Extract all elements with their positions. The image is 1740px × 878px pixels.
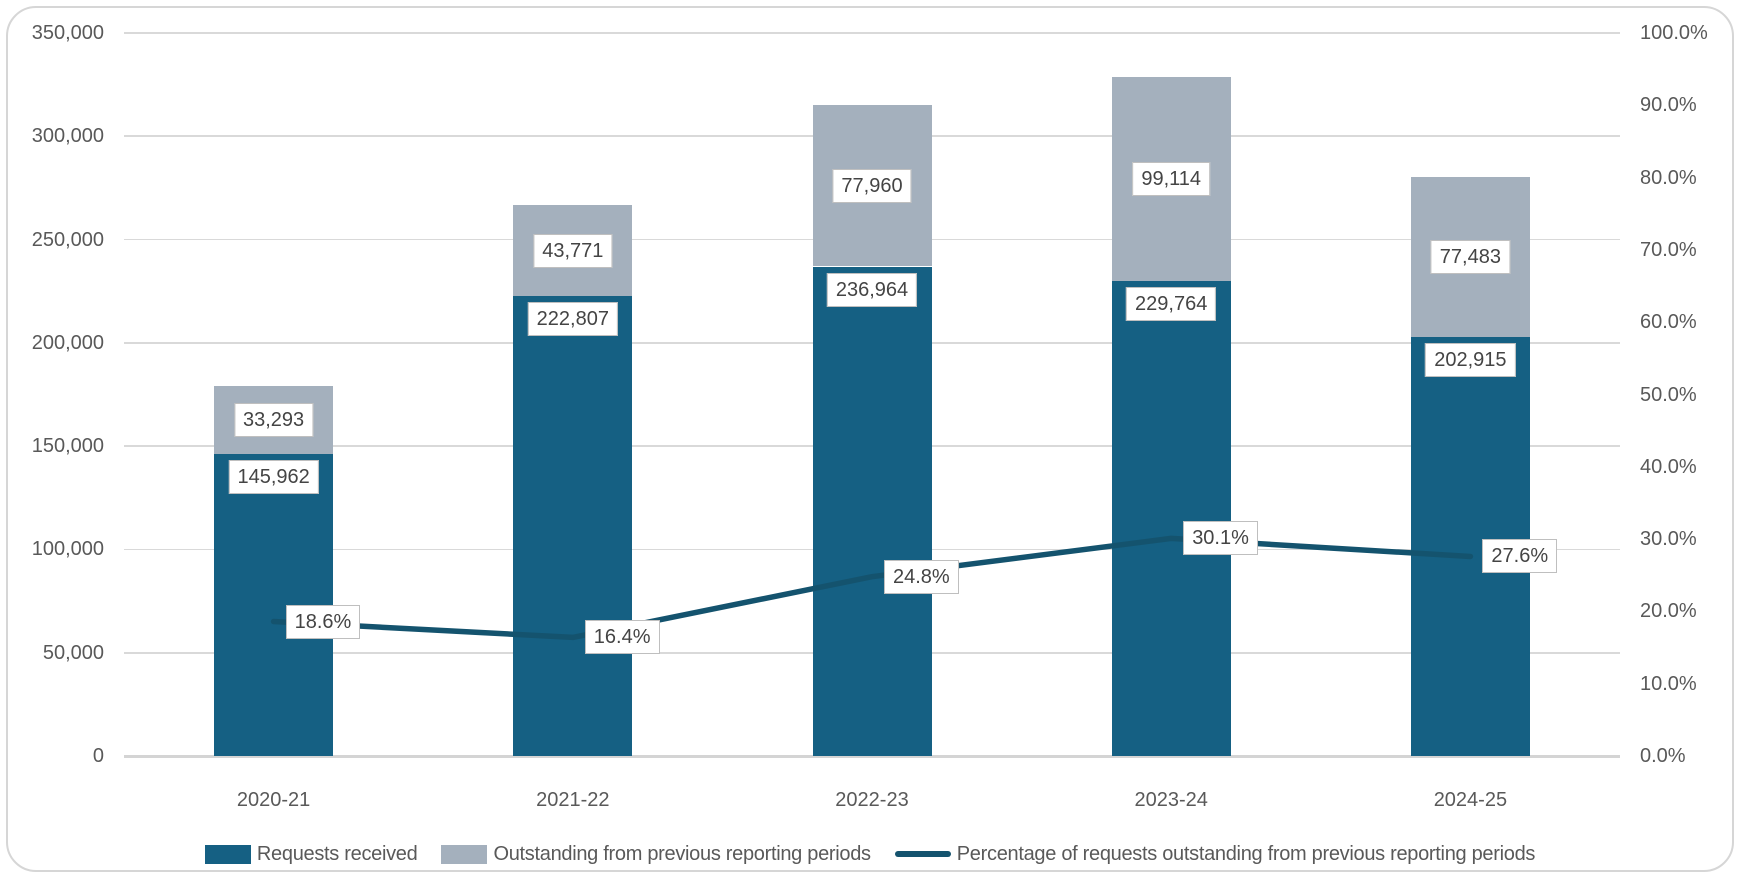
left-axis-tick-label: 250,000 (31, 228, 104, 251)
legend-item-requests-received: Requests received (204, 842, 418, 866)
legend-label-percentage-line: Percentage of requests outstanding from … (956, 842, 1536, 865)
bar-segment-requests-received (1111, 281, 1231, 756)
right-axis-tick-label: 20.0% (1640, 600, 1697, 623)
left-axis-tick-label: 100,000 (31, 538, 104, 561)
x-axis-category-label: 2024-25 (1433, 789, 1508, 811)
data-label-outstanding: 99,114 (1132, 162, 1211, 196)
right-axis-tick-label: 50.0% (1640, 383, 1697, 406)
legend-swatch-requests-received (204, 844, 251, 864)
x-axis-category-label: 2023-24 (1134, 789, 1208, 811)
right-axis-tick-label: 10.0% (1640, 672, 1697, 695)
right-axis-tick-label: 30.0% (1640, 528, 1697, 551)
left-axis-tick-label: 0 (92, 745, 104, 767)
legend-item-outstanding: Outstanding from previous reporting peri… (441, 842, 871, 866)
data-label-outstanding: 43,771 (533, 233, 613, 268)
data-label-outstanding: 77,960 (832, 168, 912, 203)
data-label-percentage: 18.6% (285, 604, 361, 639)
legend: Requests received Outstanding from previ… (0, 840, 1740, 868)
bar-segment-requests-received (513, 295, 633, 756)
gridline (124, 32, 1620, 34)
x-axis-category-label: 2020-21 (236, 789, 311, 811)
x-axis-line (124, 755, 1620, 758)
data-label-percentage: 24.8% (884, 559, 959, 594)
data-label-percentage: 30.1% (1183, 521, 1258, 556)
data-label-outstanding: 33,293 (234, 403, 314, 438)
data-label-percentage: 27.6% (1482, 539, 1558, 574)
data-label-requests-received: 229,764 (1126, 287, 1217, 322)
right-axis-tick-label: 40.0% (1640, 455, 1697, 478)
data-label-requests-received: 202,915 (1425, 342, 1516, 377)
right-axis-tick-label: 70.0% (1640, 238, 1697, 261)
left-axis-tick-label: 350,000 (31, 22, 104, 44)
legend-swatch-percentage-line (894, 851, 951, 857)
left-axis-tick-label: 150,000 (31, 435, 104, 458)
left-axis-tick-label: 50,000 (42, 641, 104, 664)
x-axis-category-label: 2021-22 (536, 789, 610, 811)
data-label-percentage: 16.4% (584, 620, 660, 655)
bar-segment-requests-received (812, 266, 932, 756)
x-axis-category-label: 2022-23 (835, 789, 909, 811)
right-axis-tick-label: 80.0% (1640, 166, 1697, 189)
legend-swatch-outstanding (441, 844, 488, 864)
data-label-requests-received: 145,962 (228, 460, 319, 495)
data-label-requests-received: 236,964 (826, 272, 918, 307)
legend-item-percentage-line: Percentage of requests outstanding from … (894, 842, 1536, 866)
right-axis-tick-label: 0.0% (1640, 745, 1686, 767)
legend-label-requests-received: Requests received (256, 842, 418, 865)
left-axis-tick-label: 200,000 (31, 331, 104, 354)
left-axis-tick-label: 300,000 (31, 125, 104, 148)
legend-label-outstanding: Outstanding from previous reporting peri… (493, 842, 871, 865)
right-axis-tick-label: 100.0% (1640, 22, 1708, 44)
right-axis-tick-label: 60.0% (1640, 311, 1697, 334)
right-axis-tick-label: 90.0% (1640, 94, 1697, 117)
data-label-outstanding: 77,483 (1430, 239, 1510, 274)
data-label-requests-received: 222,807 (527, 301, 618, 336)
